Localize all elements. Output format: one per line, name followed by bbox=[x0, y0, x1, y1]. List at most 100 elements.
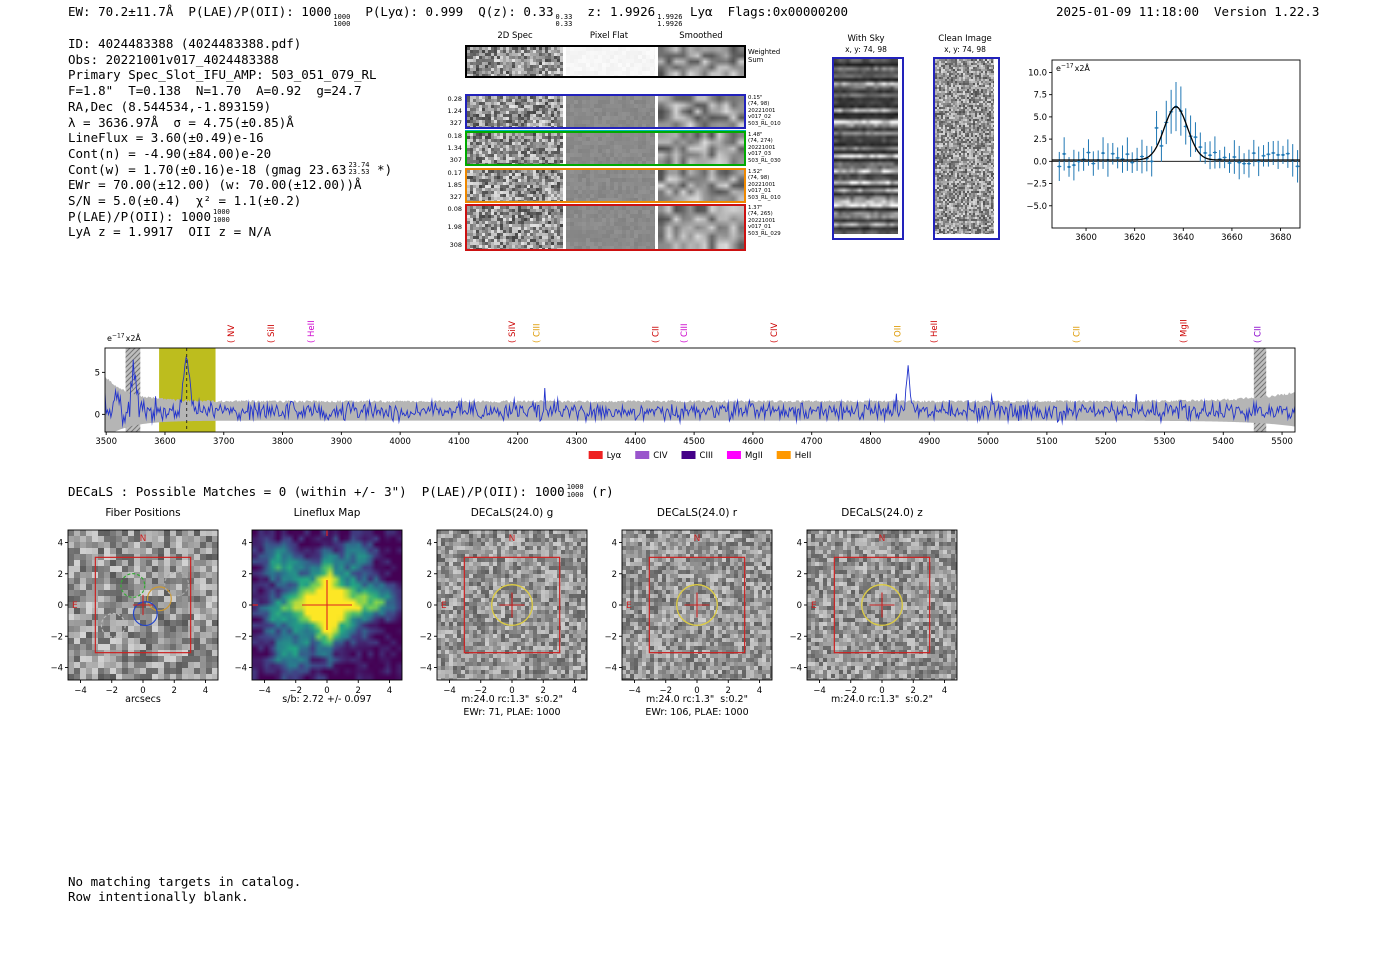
zoom-spectrum-canvas bbox=[1008, 50, 1308, 242]
with-sky-coords: x, y: 74, 98 bbox=[845, 45, 887, 54]
info-line-13: LyA z = 1.9917 OII z = N/A bbox=[68, 224, 392, 240]
header-plae-fraction: 1000 1000 bbox=[331, 13, 351, 29]
info-line-10: EWr = 70.00(±12.00) (w: 70.00(±12.00))Å bbox=[68, 177, 392, 193]
spec2d-row-0-canvas bbox=[467, 47, 744, 76]
info-line-4: F=1.8" T=0.138 N=1.70 A=0.92 g=24.7 bbox=[68, 83, 392, 99]
header-version: Version 1.22.3 bbox=[1214, 4, 1320, 19]
cutout-title-decals-g: DECaLS(24.0) g bbox=[470, 507, 554, 519]
decals-r-canvas bbox=[598, 524, 786, 700]
spec2d-row-0-right-labels: Weighted Sum bbox=[748, 48, 781, 64]
info-line-6: λ = 3636.97Å σ = 4.75(±0.85)Å bbox=[68, 115, 392, 131]
decals-z-mag-label: m:24.0 rc:1.3" s:0.2" bbox=[831, 694, 933, 705]
info-line-8: Cont(n) = -4.90(±84.00)e-20 bbox=[68, 146, 392, 162]
spec2d-row-2-left-labels: 0.18 1.34 307 bbox=[447, 132, 462, 164]
header-z: z: 1.9926 bbox=[572, 4, 656, 19]
info-line-3: Primary Spec_Slot_IFU_AMP: 503_051_079_R… bbox=[68, 67, 392, 83]
info-line-13-text: LyA z = 1.9917 OII z = N/A bbox=[68, 224, 272, 240]
header-z-hi: 1.9926 bbox=[657, 13, 683, 21]
footer-note: No matching targets in catalog. Row inte… bbox=[68, 874, 302, 904]
header-plya-qz: P(Lyα): 0.999 Q(z): 0.33 bbox=[350, 4, 554, 19]
footer-line-1: No matching targets in catalog. bbox=[68, 874, 302, 889]
spec2d-header-smoothed: Smoothed bbox=[679, 31, 723, 41]
info-line-1: ID: 4024483388 (4024483388.pdf) bbox=[68, 36, 392, 52]
spec2d-row-2-right-labels: 1.48" (74, 274) 20221001 v017_03 503_RL_030 bbox=[748, 132, 781, 164]
info-line-12: P(LAE)/P(OII): 1000 1000 1000 bbox=[68, 208, 392, 225]
clean-image-coords: x, y: 74, 98 bbox=[944, 45, 986, 54]
spec2d-row-4 bbox=[465, 204, 746, 251]
decals-r-ewr-label: EWr: 106, PLAE: 1000 bbox=[645, 707, 749, 718]
spec2d-row-2 bbox=[465, 131, 746, 166]
spec2d-row-4-left-labels: 0.08 1.98 308 bbox=[447, 205, 462, 249]
info-line-2-text: Obs: 20221001v017_4024483388 bbox=[68, 51, 279, 67]
spec2d-row-1 bbox=[465, 94, 746, 129]
footer-line-2: Row intentionally blank. bbox=[68, 888, 249, 904]
decals-match-text: DECaLS : Possible Matches = 0 (within +/… bbox=[68, 484, 565, 499]
fiber-positions-xlabel: arcsecs bbox=[125, 694, 161, 705]
spec2d-cyan-separator bbox=[465, 129, 746, 132]
spec2d-row-0 bbox=[465, 45, 746, 78]
info-line-5: RA,Dec (8.544534,-1.893159) bbox=[68, 99, 392, 115]
spec2d-header-2dspec: 2D Spec bbox=[497, 31, 533, 41]
decals-plae-fraction: 1000 1000 bbox=[565, 483, 584, 499]
info-line-7-text: LineFlux = 3.60(±0.49)e-16 bbox=[68, 130, 264, 146]
header-plae-hi: 1000 bbox=[333, 13, 351, 21]
info-line-10-text: EWr = 70.00(±12.00) (w: 70.00(±12.00))Å bbox=[68, 177, 362, 193]
cutout-title-fiber-positions: Fiber Positions bbox=[105, 507, 181, 519]
cutout-title-decals-z: DECaLS(24.0) z bbox=[841, 507, 923, 519]
clean-image-title: Clean Image bbox=[938, 34, 992, 44]
decals-z-canvas bbox=[783, 524, 971, 700]
info-line-12-text: P(LAE)/P(OII): 1000 bbox=[68, 208, 211, 224]
spec2d-row-1-right-labels: 0.15" (74, 98) 20221001 v017_02 503_RL_010 bbox=[748, 95, 781, 127]
header-ew: EW: 70.2±11.7Å bbox=[68, 4, 189, 19]
decals-r-mag-label: m:24.0 rc:1.3" s:0.2" bbox=[646, 694, 748, 705]
info-block: ID: 4024483388 (4024483388.pdf) Obs: 2022… bbox=[68, 36, 392, 240]
spec2d-row-4-canvas bbox=[467, 206, 744, 249]
clean-image-box bbox=[933, 57, 1000, 240]
fiber-positions-canvas bbox=[44, 524, 232, 700]
with-sky-canvas bbox=[834, 59, 898, 234]
spec2d-header-pixelflat: Pixel Flat bbox=[589, 31, 629, 41]
lineflux-map-canvas bbox=[228, 524, 416, 700]
info-line-9-fraction: 23.74 23.53 bbox=[348, 161, 370, 177]
header-ztype-flags: Lyα Flags:0x00000200 bbox=[682, 4, 849, 19]
spec2d-row-3 bbox=[465, 168, 746, 203]
info-line-9-text: Cont(w) = 1.70(±0.16)e-18 (gmag 23.63 bbox=[68, 161, 347, 177]
info-line-4-text: F=1.8" T=0.138 N=1.70 A=0.92 g=24.7 bbox=[68, 83, 362, 99]
spec2d-row-1-left-labels: 0.28 1.24 327 bbox=[447, 95, 462, 127]
decals-plae-hi: 1000 bbox=[566, 483, 584, 492]
info-line-12-fraction: 1000 1000 bbox=[213, 208, 230, 224]
cutout-title-lineflux-map: Lineflux Map bbox=[293, 507, 361, 519]
header-qz-hi: 0.33 bbox=[555, 13, 573, 21]
cutout-title-decals-r: DECaLS(24.0) r bbox=[656, 507, 738, 519]
info-line-9-post: *) bbox=[369, 161, 393, 177]
decals-match-post: (r) bbox=[583, 484, 614, 499]
info-line-6-text: λ = 3636.97Å σ = 4.75(±0.85)Å bbox=[68, 114, 294, 130]
spec2d-row-3-left-labels: 0.17 1.85 327 bbox=[447, 169, 462, 201]
full-spectrum-canvas bbox=[85, 293, 1310, 463]
decals-g-canvas bbox=[413, 524, 601, 700]
spec2d-row-3-right-labels: 1.52" (74, 98) 20221001 v017_01 503_RL_010 bbox=[748, 169, 781, 201]
header-datetime-version: 2025-01-09 11:18:00 Version 1.22.3 bbox=[1056, 4, 1319, 19]
spec2d-row-2-canvas bbox=[467, 133, 744, 164]
info-line-9: Cont(w) = 1.70(±0.16)e-18 (gmag 23.63 23.… bbox=[68, 161, 393, 178]
spec2d-row-1-canvas bbox=[467, 96, 744, 127]
header-qz-fraction: 0.33 0.33 bbox=[553, 13, 573, 29]
decals-match-line: DECaLS : Possible Matches = 0 (within +/… bbox=[68, 483, 614, 499]
header-plae-lo: 1000 bbox=[333, 20, 351, 29]
info-line-11: S/N = 5.0(±0.4) χ² = 1.1(±0.2) bbox=[68, 193, 392, 209]
info-line-11-text: S/N = 5.0(±0.4) χ² = 1.1(±0.2) bbox=[68, 193, 302, 209]
header-datetime: 2025-01-09 11:18:00 bbox=[1056, 4, 1199, 19]
info-line-8-text: Cont(n) = -4.90(±84.00)e-20 bbox=[68, 145, 272, 161]
info-line-5-text: RA,Dec (8.544534,-1.893159) bbox=[68, 98, 272, 114]
info-line-1-text: ID: 4024483388 (4024483388.pdf) bbox=[68, 36, 302, 51]
lineflux-map-sb-label: s/b: 2.72 +/- 0.097 bbox=[282, 694, 372, 705]
clean-image-canvas bbox=[935, 59, 994, 234]
decals-plae-lo: 1000 bbox=[566, 490, 584, 499]
spec2d-row-3-canvas bbox=[467, 170, 744, 201]
header-qz-lo: 0.33 bbox=[555, 20, 573, 29]
header-plae: P(LAE)/P(OII): 1000 bbox=[188, 4, 332, 19]
info-line-3-text: Primary Spec_Slot_IFU_AMP: 503_051_079_R… bbox=[68, 67, 377, 83]
decals-g-mag-label: m:24.0 rc:1.3" s:0.2" bbox=[461, 694, 563, 705]
spec2d-row-4-right-labels: 1.37" (74, 265) 20221001 v017_01 503_RL_029 bbox=[748, 205, 781, 237]
